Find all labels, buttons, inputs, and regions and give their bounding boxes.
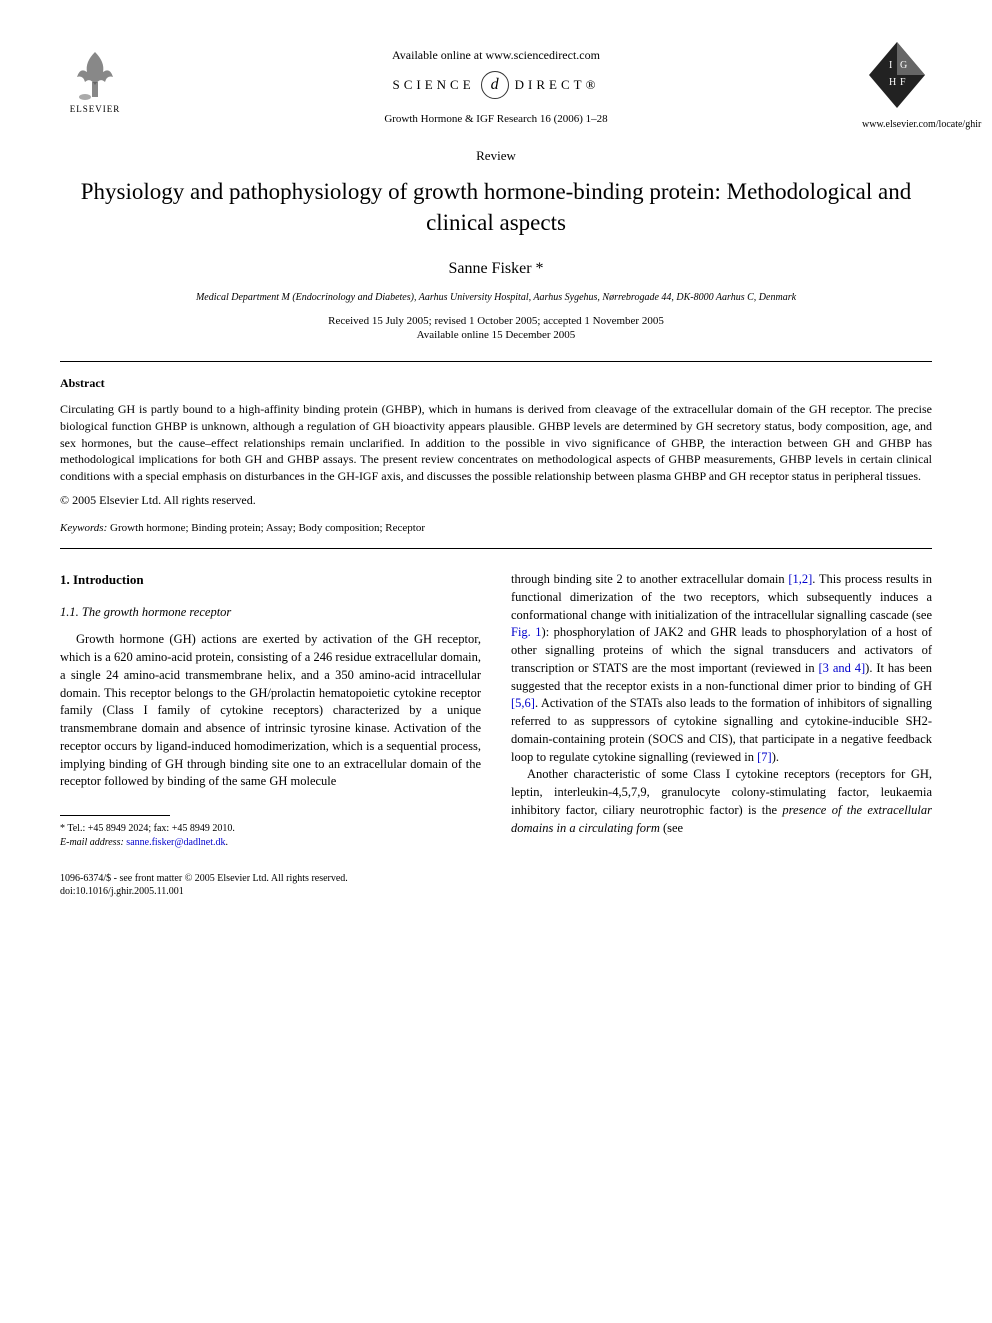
available-online-text: Available online at www.sciencedirect.co…: [130, 48, 862, 63]
column-left: 1. Introduction 1.1. The growth hormone …: [60, 571, 481, 850]
keywords-label: Keywords:: [60, 522, 107, 534]
article-type: Review: [60, 148, 932, 164]
available-date: Available online 15 December 2005: [60, 329, 932, 341]
svg-text:I: I: [889, 60, 892, 71]
elsevier-logo: ELSEVIER: [60, 40, 130, 120]
ghir-logo: I G H F www.elsevier.com/locate/ghir: [862, 40, 932, 130]
article-title: Physiology and pathophysiology of growth…: [60, 176, 932, 238]
author-name: Sanne Fisker *: [60, 260, 932, 278]
footnote-email: E-mail address: sanne.fisker@dadlnet.dk.: [60, 836, 481, 850]
column-right: through binding site 2 to another extrac…: [511, 571, 932, 850]
journal-url: www.elsevier.com/locate/ghir: [862, 119, 932, 130]
footer: 1096-6374/$ - see front matter © 2005 El…: [60, 872, 932, 898]
keywords: Keywords: Growth hormone; Binding protei…: [60, 522, 932, 534]
ref-link[interactable]: [5,6]: [511, 696, 535, 710]
keywords-text: Growth hormone; Binding protein; Assay; …: [107, 522, 425, 534]
footnote-separator: [60, 815, 170, 816]
body-paragraph: Growth hormone (GH) actions are exerted …: [60, 631, 481, 791]
ghir-diamond-icon: I G H F: [867, 40, 927, 110]
author-affiliation: Medical Department M (Endocrinology and …: [60, 292, 932, 303]
svg-text:H: H: [889, 77, 896, 88]
divider: [60, 361, 932, 362]
science-direct-logo: SCIENCE d DIRECT®: [130, 71, 862, 99]
header-row: ELSEVIER Available online at www.science…: [60, 40, 932, 130]
body-paragraph: through binding site 2 to another extrac…: [511, 571, 932, 766]
abstract-text: Circulating GH is partly bound to a high…: [60, 401, 932, 485]
footer-line1: 1096-6374/$ - see front matter © 2005 El…: [60, 872, 932, 885]
sd-left: SCIENCE: [393, 77, 475, 93]
ref-link[interactable]: [3 and 4]: [819, 661, 866, 675]
footnote-tel: * Tel.: +45 8949 2024; fax: +45 8949 201…: [60, 822, 481, 836]
svg-text:G: G: [900, 60, 907, 71]
section-heading: 1. Introduction: [60, 571, 481, 589]
ref-link[interactable]: [7]: [757, 750, 772, 764]
fig-link[interactable]: Fig. 1: [511, 625, 542, 639]
sd-right: DIRECT®: [515, 77, 600, 93]
email-link[interactable]: sanne.fisker@dadlnet.dk: [126, 837, 225, 848]
abstract-heading: Abstract: [60, 376, 932, 391]
abstract-copyright: © 2005 Elsevier Ltd. All rights reserved…: [60, 493, 932, 508]
body-paragraph: Another characteristic of some Class I c…: [511, 766, 932, 837]
sd-at-icon: d: [481, 71, 509, 99]
journal-reference: Growth Hormone & IGF Research 16 (2006) …: [130, 113, 862, 125]
footer-line2: doi:10.1016/j.ghir.2005.11.001: [60, 885, 932, 898]
center-header: Available online at www.sciencedirect.co…: [130, 40, 862, 125]
divider: [60, 548, 932, 549]
subsection-heading: 1.1. The growth hormone receptor: [60, 604, 481, 622]
elsevier-label: ELSEVIER: [70, 104, 121, 114]
svg-text:F: F: [900, 77, 906, 88]
email-label: E-mail address:: [60, 837, 124, 848]
elsevier-tree-icon: [65, 47, 125, 102]
body-columns: 1. Introduction 1.1. The growth hormone …: [60, 571, 932, 850]
article-dates: Received 15 July 2005; revised 1 October…: [60, 315, 932, 327]
ref-link[interactable]: [1,2]: [788, 572, 812, 586]
